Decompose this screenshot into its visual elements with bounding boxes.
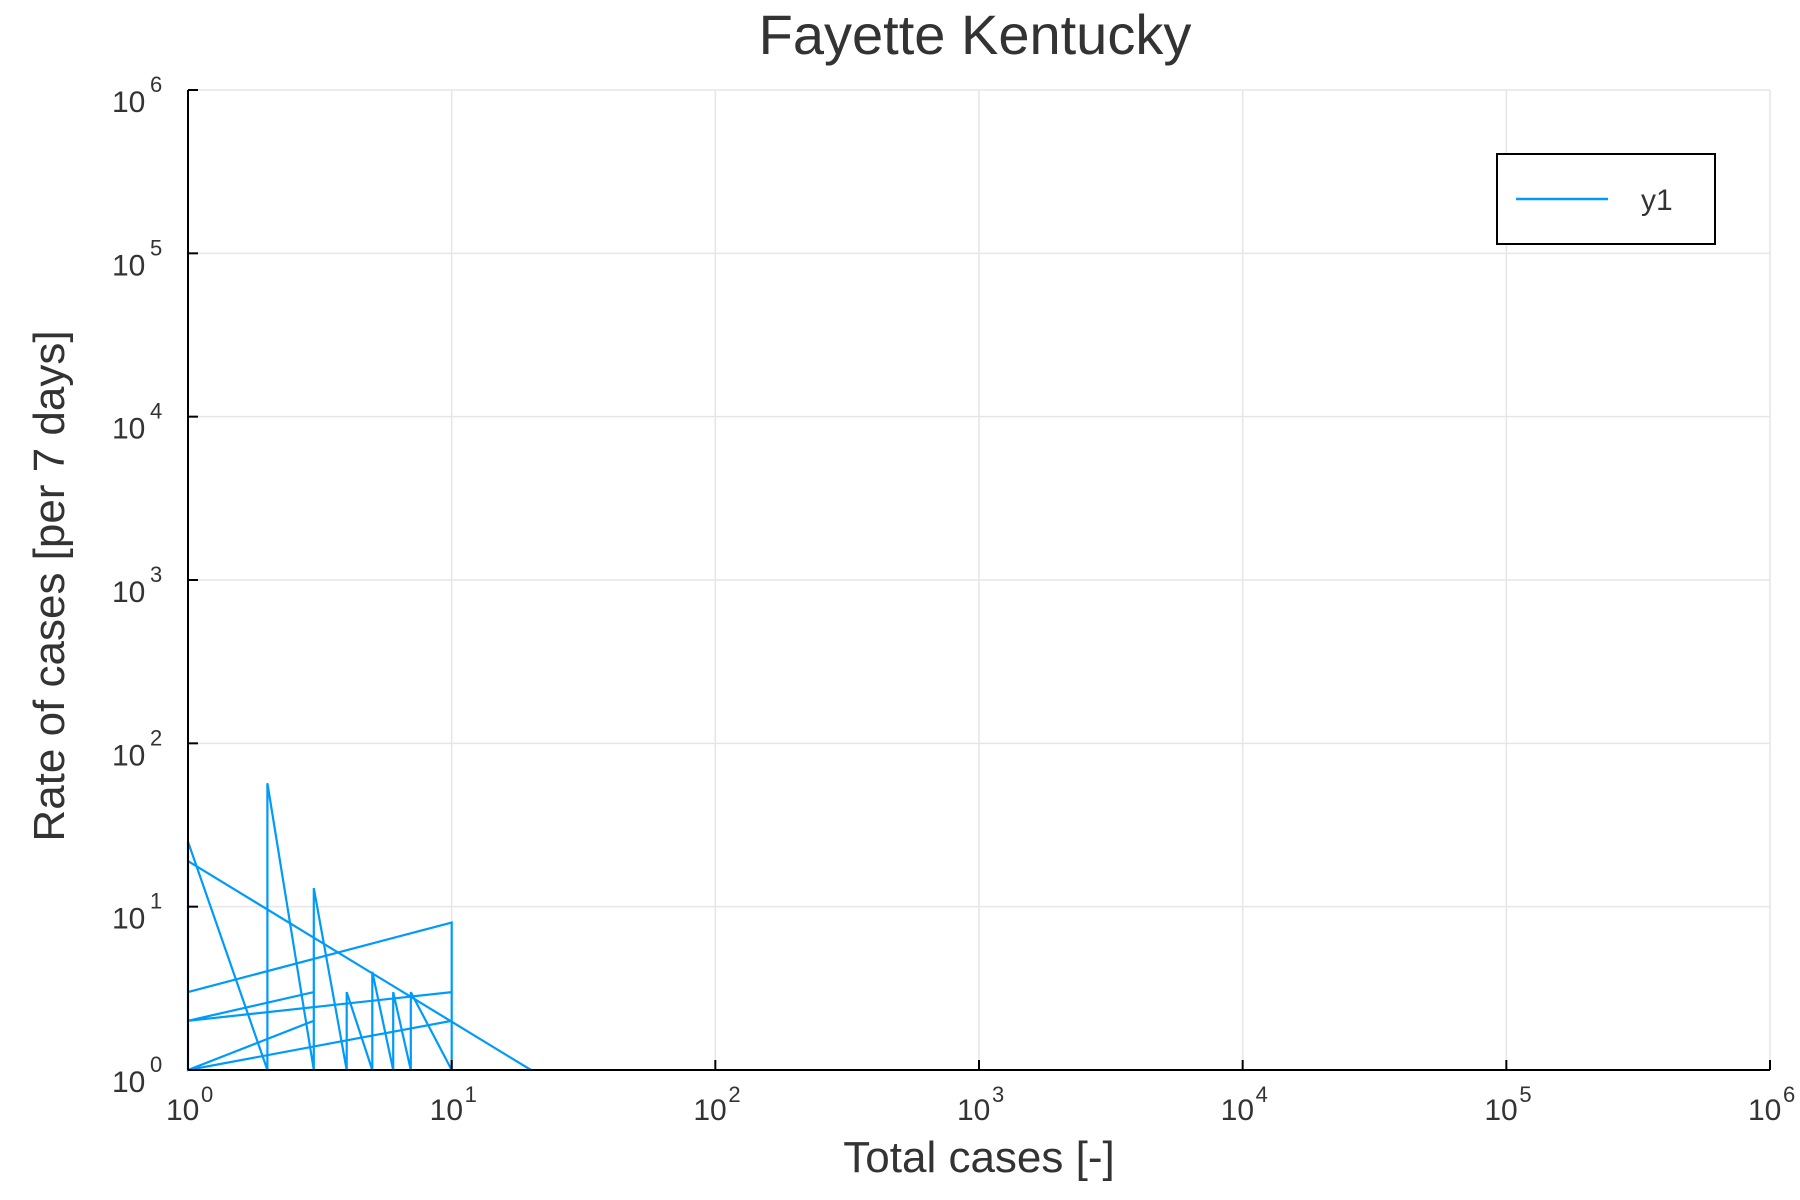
x-tick-exponent: 3 <box>992 1082 1004 1107</box>
x-tick-exponent: 6 <box>1783 1082 1795 1107</box>
y-tick-exponent: 5 <box>150 235 162 260</box>
series-lines <box>186 783 532 1072</box>
y-tick-exponent: 2 <box>150 725 162 750</box>
x-axis-label: Total cases [-] <box>843 1133 1114 1182</box>
x-tick-exponent: 2 <box>728 1082 740 1107</box>
y-tick-label: 10 <box>112 86 145 119</box>
x-tick-label: 10 <box>1484 1094 1517 1127</box>
grid-lines <box>188 89 1771 1070</box>
x-tick-label: 10 <box>1221 1094 1254 1127</box>
y-tick-label: 10 <box>112 576 145 609</box>
y-tick-exponent: 1 <box>150 889 162 914</box>
x-tick-exponent: 4 <box>1256 1082 1268 1107</box>
y-tick-label: 10 <box>112 249 145 282</box>
x-tick-label: 10 <box>430 1094 463 1127</box>
x-tick-label: 10 <box>1748 1094 1781 1127</box>
x-tick-label: 10 <box>957 1094 990 1127</box>
y-tick-exponent: 0 <box>150 1052 162 1077</box>
x-tick-label: 10 <box>166 1094 199 1127</box>
series-line-y1 <box>186 783 532 1072</box>
y-tick-label: 10 <box>112 739 145 772</box>
y-tick-exponent: 6 <box>150 72 162 97</box>
y-tick-label: 10 <box>112 413 145 446</box>
y-tick-exponent: 4 <box>150 399 162 424</box>
y-axis-label: Rate of cases [per 7 days] <box>25 330 74 841</box>
x-ticks: 10 0 10 1 10 2 10 3 10 4 10 5 10 6 <box>166 1060 1795 1127</box>
chart-title: Fayette Kentucky <box>759 3 1192 66</box>
x-tick-label: 10 <box>693 1094 726 1127</box>
x-tick-exponent: 5 <box>1519 1082 1531 1107</box>
y-tick-label: 10 <box>112 1066 145 1099</box>
legend-label-y1: y1 <box>1641 184 1673 217</box>
y-tick-exponent: 3 <box>150 562 162 587</box>
legend: y1 <box>1496 153 1716 245</box>
x-tick-exponent: 0 <box>201 1082 213 1107</box>
x-tick-exponent: 1 <box>465 1082 477 1107</box>
y-tick-label: 10 <box>112 903 145 936</box>
